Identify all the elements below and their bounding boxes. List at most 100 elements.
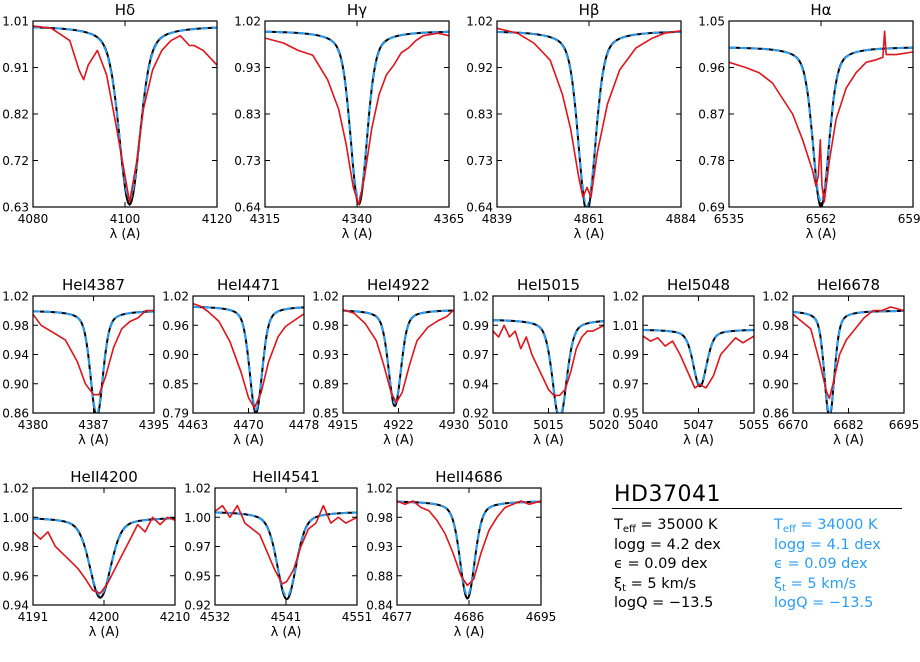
y-tick-label: 1.02: [762, 290, 789, 304]
panel-title: HeII4200: [70, 468, 138, 486]
y-tick-label: 1.02: [2, 290, 29, 304]
observed-spectrum: [493, 324, 604, 397]
x-tick-label: 4340: [342, 212, 373, 226]
blue-logg: logg = 4.1 dex: [774, 536, 881, 553]
black-logq: logQ = −13.5: [614, 595, 714, 612]
panel-title: Hγ: [347, 1, 367, 19]
y-tick-label: 1.02: [612, 290, 639, 304]
y-tick-label: 0.98: [2, 540, 29, 554]
y-tick-label: 0.73: [234, 154, 261, 168]
x-tick-label: 6682: [833, 418, 864, 432]
panel-title: HeII4541: [252, 468, 320, 486]
x-tick-label: 4677: [382, 610, 413, 624]
x-axis-label: λ (A): [89, 625, 120, 640]
x-axis-label: λ (A): [342, 227, 373, 242]
panel-title: Hδ: [115, 1, 135, 19]
y-tick-label: 0.90: [162, 348, 189, 362]
x-tick-label: 4191: [18, 610, 49, 624]
observed-spectrum: [33, 516, 175, 595]
model-blue-dashed-curve: [265, 30, 449, 201]
model-blue-dashed-curve: [215, 511, 357, 598]
panel-frame: [792, 295, 905, 414]
y-tick-label: 0.83: [466, 108, 493, 122]
y-tick-label: 0.95: [184, 569, 211, 583]
x-axis-label: λ (A): [454, 625, 485, 640]
black-teff: Teff = 35000 K: [614, 517, 718, 535]
x-tick-label: 4478: [289, 418, 320, 432]
y-tick-label: 1.02: [184, 482, 211, 496]
x-tick-label: 6590: [898, 212, 920, 226]
black-epsilon: ϵ = 0.09 dex: [614, 556, 708, 573]
panel-title: HeII4686: [435, 468, 503, 486]
y-tick-label: 1.05: [698, 15, 725, 29]
x-axis-label: λ (A): [806, 227, 837, 242]
observed-spectrum: [33, 309, 154, 396]
model-black-curve: [265, 30, 449, 206]
x-tick-label: 5010: [478, 418, 509, 432]
x-tick-label: 6535: [714, 212, 745, 226]
black-logg: logg = 4.2 dex: [614, 536, 721, 553]
y-tick-label: 1.02: [366, 482, 393, 496]
y-tick-label: 1.01: [612, 319, 639, 333]
y-tick-label: 0.79: [162, 407, 189, 421]
blue-model-parameters: Teff = 34000 K logg = 4.1 dex ϵ = 0.09 d…: [774, 516, 881, 614]
y-tick-label: 0.89: [312, 377, 339, 391]
x-tick-label: 4541: [271, 610, 302, 624]
observed-spectrum: [729, 30, 913, 203]
panel-2: 0.64 0.73 0.83 0.93 1.02 4315 4340 4365 Hγ λ (A): [234, 1, 464, 242]
model-black-curve: [729, 46, 913, 207]
x-axis-label: λ (A): [533, 433, 564, 448]
y-tick-label: 0.94: [2, 348, 29, 362]
x-tick-label: 4365: [434, 212, 465, 226]
x-tick-label: 5047: [683, 418, 714, 432]
x-axis-label: λ (A): [683, 433, 714, 448]
model-blue-dashed-curve: [397, 500, 541, 597]
y-tick-label: 0.64: [466, 201, 493, 215]
legend-divider: [612, 508, 902, 509]
panel-title: HeI4387: [62, 276, 125, 294]
y-tick-label: 0.82: [2, 108, 29, 122]
model-blue-dashed-curve: [643, 329, 754, 386]
y-tick-label: 0.69: [698, 201, 725, 215]
blue-teff: Teff = 34000 K: [774, 517, 878, 535]
blue-logq: logQ = −13.5: [774, 595, 874, 612]
y-tick-label: 0.95: [612, 407, 639, 421]
panel-13: 0.84 0.88 0.93 0.98 1.02 4677 4686 4695 HeII4686…: [366, 468, 556, 640]
x-axis-label: λ (A): [110, 227, 141, 242]
model-blue-dashed-curve: [193, 305, 304, 411]
y-tick-label: 0.93: [366, 540, 393, 554]
panel-11: 0.94 0.96 0.98 1.00 1.02 4191 4200 4210 HeII4200…: [2, 468, 190, 640]
y-tick-label: 0.85: [162, 377, 189, 391]
panel-title: Hβ: [579, 1, 600, 19]
x-axis-label: λ (A): [574, 227, 605, 242]
y-tick-label: 0.92: [184, 599, 211, 613]
y-tick-label: 0.78: [698, 154, 725, 168]
y-tick-label: 0.93: [234, 61, 261, 75]
panel-frame: [214, 487, 358, 606]
x-tick-label: 4839: [482, 212, 513, 226]
y-tick-label: 0.97: [612, 377, 639, 391]
model-black-curve: [793, 310, 904, 413]
y-tick-label: 1.02: [162, 290, 189, 304]
observed-spectrum: [793, 306, 904, 400]
panel-title: HeI6678: [817, 276, 880, 294]
y-tick-label: 0.98: [762, 319, 789, 333]
x-axis-label: λ (A): [383, 433, 414, 448]
x-tick-label: 4930: [439, 418, 470, 432]
x-tick-label: 4380: [18, 418, 49, 432]
observed-spectrum: [33, 25, 217, 203]
x-tick-label: 4120: [202, 212, 233, 226]
y-tick-label: 0.63: [2, 201, 29, 215]
y-tick-label: 0.98: [366, 511, 393, 525]
x-tick-label: 5040: [628, 418, 659, 432]
y-tick-label: 0.97: [184, 540, 211, 554]
x-axis-label: λ (A): [833, 433, 864, 448]
observed-spectrum: [215, 504, 357, 585]
x-tick-label: 6695: [889, 418, 920, 432]
panel-title: HeI5015: [517, 276, 580, 294]
model-blue-dashed-curve: [497, 30, 681, 207]
panel-frame: [496, 20, 682, 208]
x-tick-label: 4200: [89, 610, 120, 624]
panel-title: HeI4922: [367, 276, 430, 294]
